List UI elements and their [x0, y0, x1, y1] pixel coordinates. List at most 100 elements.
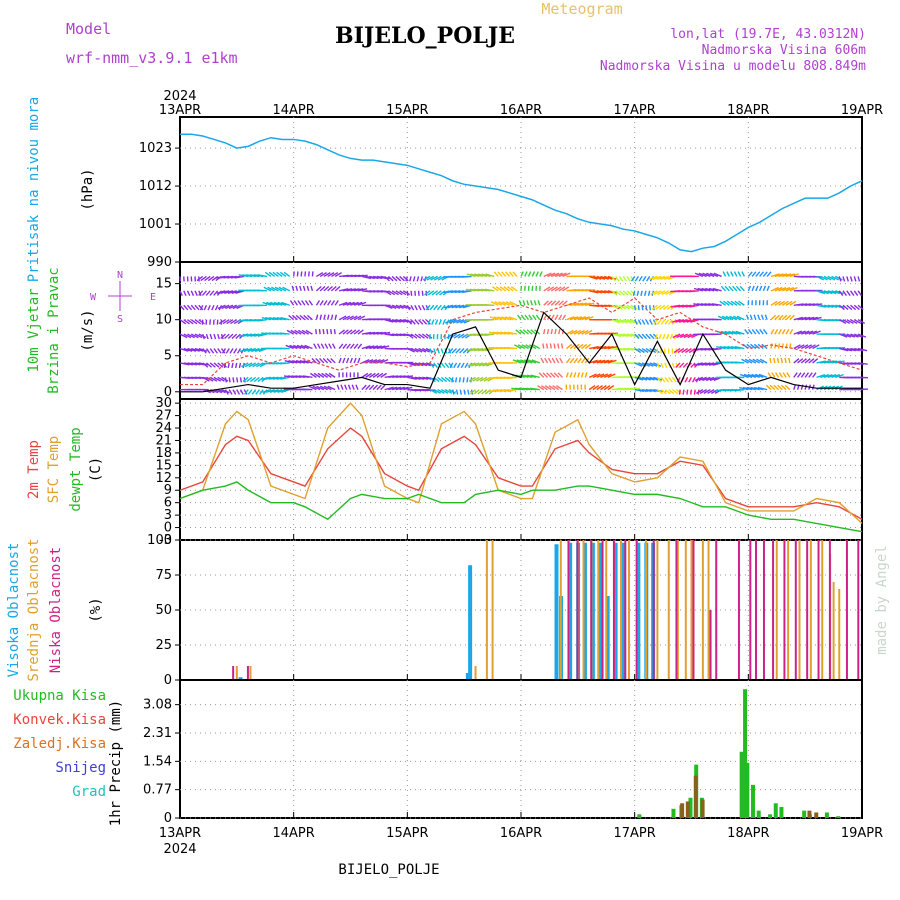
wind-barb	[770, 273, 780, 278]
wind-barb	[422, 347, 430, 353]
wind-barb	[391, 319, 402, 323]
wind-barb	[857, 319, 866, 325]
wind-barb	[485, 347, 495, 352]
wind-barb	[272, 317, 283, 321]
wind-barb	[183, 304, 189, 311]
wind-barb	[488, 388, 499, 393]
wind-barb	[262, 301, 272, 306]
wind-barb	[279, 271, 287, 277]
wind-barb	[319, 357, 325, 364]
wind-barb	[319, 300, 324, 306]
wind-barb	[789, 314, 795, 321]
wind-barb	[584, 372, 588, 378]
precip-bar	[745, 762, 750, 818]
wind-barb	[242, 333, 253, 337]
wind-barb	[778, 372, 783, 378]
wind-barb	[202, 333, 205, 340]
wind-barb	[542, 343, 545, 349]
wind-barb	[353, 357, 357, 364]
wind-barb	[202, 362, 209, 368]
wind-barb	[580, 357, 586, 364]
wind-barb	[190, 319, 198, 325]
wind-barb	[600, 359, 610, 364]
wind-barb	[433, 304, 439, 311]
wind-barb	[236, 348, 242, 354]
wind-barb	[785, 328, 790, 335]
wind-barb	[338, 315, 347, 321]
wind-barb	[755, 271, 761, 277]
wind-barb	[831, 304, 841, 308]
wind-barb	[461, 290, 472, 294]
wind-barb	[550, 272, 560, 278]
wind-barb	[402, 275, 409, 282]
wind-barb	[675, 319, 685, 323]
wind-barb	[213, 376, 222, 382]
wind-barb	[542, 372, 548, 378]
wind-barb	[746, 386, 756, 391]
wind-barb	[611, 290, 618, 296]
xtick-label-top: 13APR	[159, 103, 201, 118]
wind-barb	[717, 315, 726, 321]
wind-barb	[326, 314, 330, 320]
wind-barb	[819, 275, 828, 281]
wind-barb	[384, 275, 390, 282]
wind-barb	[741, 271, 745, 277]
wind-barb	[712, 287, 722, 292]
wind-barb	[313, 343, 318, 349]
wind-barb	[391, 304, 401, 310]
wind-barb	[585, 302, 595, 306]
wind-barb	[846, 304, 853, 311]
wind-barb	[179, 290, 183, 297]
wind-barb	[399, 275, 405, 282]
wind-barb	[209, 348, 215, 354]
wind-barb	[827, 290, 837, 295]
wind-barb	[694, 272, 704, 278]
wind-barb	[179, 319, 187, 325]
wind-barb	[455, 389, 459, 395]
wind-barb	[304, 300, 310, 306]
wind-barb	[199, 304, 204, 311]
wind-barb	[433, 389, 441, 394]
wind-barb	[573, 357, 579, 364]
wind-barb	[376, 384, 382, 391]
wind-barb	[198, 333, 207, 339]
wind-barb	[804, 330, 814, 335]
wind-barb	[206, 362, 213, 368]
wind-barb	[316, 343, 321, 349]
wind-barb	[395, 386, 405, 391]
wind-barb	[496, 331, 506, 335]
wind-barb	[455, 304, 465, 309]
wind-barb	[421, 290, 424, 296]
ytick-label-clouds: 75	[155, 568, 172, 583]
wind-barb	[584, 329, 593, 335]
wind-barb	[653, 362, 662, 367]
wind-barb	[711, 347, 722, 351]
wind-barb	[216, 290, 226, 294]
wind-barb	[380, 384, 386, 391]
wind-barb	[271, 286, 279, 292]
page-title: BIJELO_POLJE	[335, 23, 515, 49]
wind-barb	[228, 377, 231, 383]
wind-barb	[711, 303, 722, 306]
wind-barb	[857, 333, 867, 338]
panel-title-wind: 10m Vjetar	[26, 288, 42, 372]
wind-barb	[224, 377, 228, 383]
wind-barb	[656, 275, 666, 280]
wind-barb	[788, 357, 791, 364]
wind-barb	[756, 358, 764, 364]
wind-barb	[207, 275, 215, 282]
wind-barb	[301, 329, 310, 335]
legend-entry-precip: Konvek.Kisa	[13, 712, 106, 728]
wind-barb	[399, 304, 408, 310]
wind-barb	[264, 271, 272, 277]
wind-barb	[328, 343, 333, 349]
wind-barb	[421, 304, 426, 311]
wind-barb	[823, 360, 834, 364]
wind-barb	[310, 285, 314, 292]
wind-barb	[446, 333, 454, 339]
wind-barb	[318, 329, 321, 335]
wind-barb	[723, 300, 730, 306]
wind-barb	[492, 331, 503, 335]
ytick-label-wind: 0	[164, 385, 172, 400]
wind-barb	[194, 362, 205, 366]
